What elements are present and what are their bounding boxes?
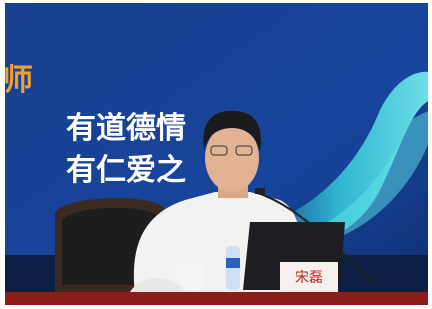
bottle-label [226, 258, 240, 268]
slogan-line: 有道德情 [66, 111, 186, 146]
slogan-line: 有仁爱之 [66, 153, 186, 188]
banner-text: 师 [3, 63, 33, 98]
name-card-text: 宋磊 [295, 270, 323, 286]
photo: 师 有道德情 有仁爱之 宋磊 [0, 0, 432, 309]
scene: 师 有道德情 有仁爱之 宋磊 [3, 3, 430, 305]
microphone-head [255, 188, 265, 194]
desk [5, 292, 428, 305]
mug [175, 258, 205, 290]
